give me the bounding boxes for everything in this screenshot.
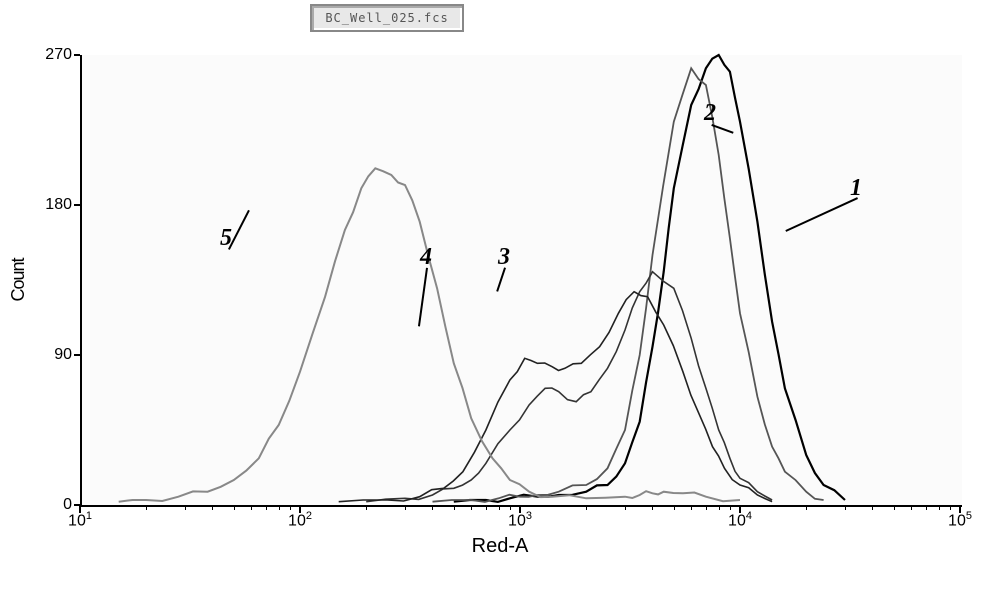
annotation-2: 2 xyxy=(704,100,716,127)
title-box: BC_Well_025.fcs xyxy=(310,4,464,32)
x-tick-label: 101 xyxy=(68,510,92,530)
x-minor-tick xyxy=(366,505,367,510)
x-minor-tick xyxy=(290,505,291,510)
x-minor-tick xyxy=(939,505,940,510)
y-tick-label: 0 xyxy=(32,496,72,514)
x-minor-tick xyxy=(251,505,252,510)
series-curve4 xyxy=(339,292,772,502)
x-minor-tick xyxy=(586,505,587,510)
x-minor-tick xyxy=(212,505,213,510)
y-tick-label: 90 xyxy=(32,346,72,364)
x-minor-tick xyxy=(652,505,653,510)
x-minor-tick xyxy=(471,505,472,510)
figure-container: BC_Well_025.fcs Count Red-A 0 90 180 270 101… xyxy=(0,0,1000,590)
x-minor-tick xyxy=(845,505,846,510)
x-minor-tick xyxy=(185,505,186,510)
x-minor-tick xyxy=(706,505,707,510)
x-axis-label: Red-A xyxy=(472,535,529,558)
x-minor-tick xyxy=(486,505,487,510)
y-tick-label: 270 xyxy=(32,46,72,64)
series-curve2 xyxy=(433,68,824,502)
y-tick xyxy=(74,204,80,206)
x-minor-tick xyxy=(691,505,692,510)
x-minor-tick xyxy=(730,505,731,510)
x-minor-tick xyxy=(510,505,511,510)
x-minor-tick xyxy=(405,505,406,510)
x-minor-tick xyxy=(234,505,235,510)
x-minor-tick xyxy=(432,505,433,510)
title-text: BC_Well_025.fcs xyxy=(325,11,448,25)
x-minor-tick xyxy=(872,505,873,510)
x-minor-tick xyxy=(266,505,267,510)
x-tick-label: 103 xyxy=(508,510,532,530)
series-curve3 xyxy=(366,272,772,502)
x-minor-tick xyxy=(674,505,675,510)
x-minor-tick xyxy=(146,505,147,510)
x-tick-label: 104 xyxy=(728,510,752,530)
x-tick-label: 102 xyxy=(288,510,312,530)
chart-svg xyxy=(80,55,960,505)
x-minor-tick xyxy=(950,505,951,510)
x-major-tick xyxy=(519,505,521,513)
series-curve5 xyxy=(119,168,740,501)
x-minor-tick xyxy=(499,505,500,510)
x-major-tick xyxy=(79,505,81,513)
x-minor-tick xyxy=(625,505,626,510)
x-minor-tick xyxy=(911,505,912,510)
x-minor-tick xyxy=(806,505,807,510)
x-major-tick xyxy=(739,505,741,513)
x-minor-tick xyxy=(719,505,720,510)
x-tick-label: 105 xyxy=(948,510,972,530)
y-tick xyxy=(74,354,80,356)
x-minor-tick xyxy=(894,505,895,510)
x-minor-tick xyxy=(454,505,455,510)
x-major-tick xyxy=(299,505,301,513)
x-minor-tick xyxy=(279,505,280,510)
y-axis-label: Count xyxy=(8,258,29,301)
y-tick-label: 180 xyxy=(32,196,72,214)
x-major-tick xyxy=(959,505,961,513)
y-tick xyxy=(74,54,80,56)
x-minor-tick xyxy=(926,505,927,510)
